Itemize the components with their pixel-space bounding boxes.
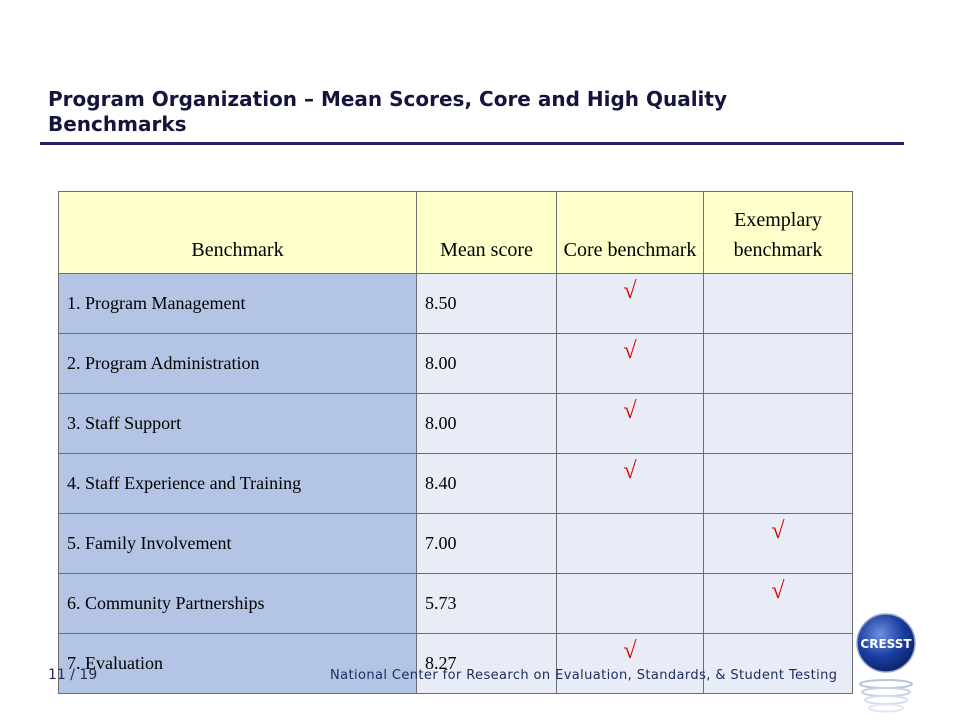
table-header-row: Benchmark Mean score Core benchmark Exem… bbox=[58, 191, 853, 274]
exemplary-check bbox=[703, 273, 853, 334]
benchmark-table: Benchmark Mean score Core benchmark Exem… bbox=[58, 191, 853, 694]
table-row: 4. Staff Experience and Training 8.40 √ bbox=[58, 453, 853, 514]
mean-score: 5.73 bbox=[416, 573, 557, 634]
benchmark-name: 2. Program Administration bbox=[58, 333, 417, 394]
logo-text: CRESST bbox=[860, 637, 912, 651]
benchmark-name: 4. Staff Experience and Training bbox=[58, 453, 417, 514]
exemplary-check bbox=[703, 453, 853, 514]
core-check: √ bbox=[556, 633, 704, 694]
mean-score: 7.00 bbox=[416, 513, 557, 574]
header-exemplary-benchmark: Exemplary benchmark bbox=[703, 191, 853, 274]
footer-organization: National Center for Research on Evaluati… bbox=[330, 668, 838, 683]
table-row: 7. Evaluation 8.27 √ bbox=[58, 633, 853, 694]
core-check: √ bbox=[556, 333, 704, 394]
mean-score: 8.50 bbox=[416, 273, 557, 334]
mean-score: 8.00 bbox=[416, 333, 557, 394]
benchmark-name: 7. Evaluation bbox=[58, 633, 417, 694]
benchmark-name: 1. Program Management bbox=[58, 273, 417, 334]
exemplary-check bbox=[703, 393, 853, 454]
mean-score: 8.40 bbox=[416, 453, 557, 514]
core-check bbox=[556, 573, 704, 634]
exemplary-check: √ bbox=[703, 513, 853, 574]
core-check bbox=[556, 513, 704, 574]
core-check: √ bbox=[556, 393, 704, 454]
table-row: 3. Staff Support 8.00 √ bbox=[58, 393, 853, 454]
page-number: 11 / 19 bbox=[48, 667, 98, 683]
table-row: 1. Program Management 8.50 √ bbox=[58, 273, 853, 334]
table-row: 5. Family Involvement 7.00 √ bbox=[58, 513, 853, 574]
core-check: √ bbox=[556, 453, 704, 514]
benchmark-name: 6. Community Partnerships bbox=[58, 573, 417, 634]
slide-title: Program Organization – Mean Scores, Core… bbox=[48, 87, 728, 136]
benchmark-name: 5. Family Involvement bbox=[58, 513, 417, 574]
header-benchmark: Benchmark bbox=[58, 191, 417, 274]
header-core-benchmark: Core benchmark bbox=[556, 191, 704, 274]
title-divider bbox=[40, 142, 904, 145]
mean-score: 8.27 bbox=[416, 633, 557, 694]
header-mean-score: Mean score bbox=[416, 191, 557, 274]
core-check: √ bbox=[556, 273, 704, 334]
table-row: 6. Community Partnerships 5.73 √ bbox=[58, 573, 853, 634]
table-row: 2. Program Administration 8.00 √ bbox=[58, 333, 853, 394]
exemplary-check bbox=[703, 633, 853, 694]
exemplary-check: √ bbox=[703, 573, 853, 634]
cresst-logo: CRESST bbox=[856, 613, 916, 713]
exemplary-check bbox=[703, 333, 853, 394]
mean-score: 8.00 bbox=[416, 393, 557, 454]
benchmark-name: 3. Staff Support bbox=[58, 393, 417, 454]
